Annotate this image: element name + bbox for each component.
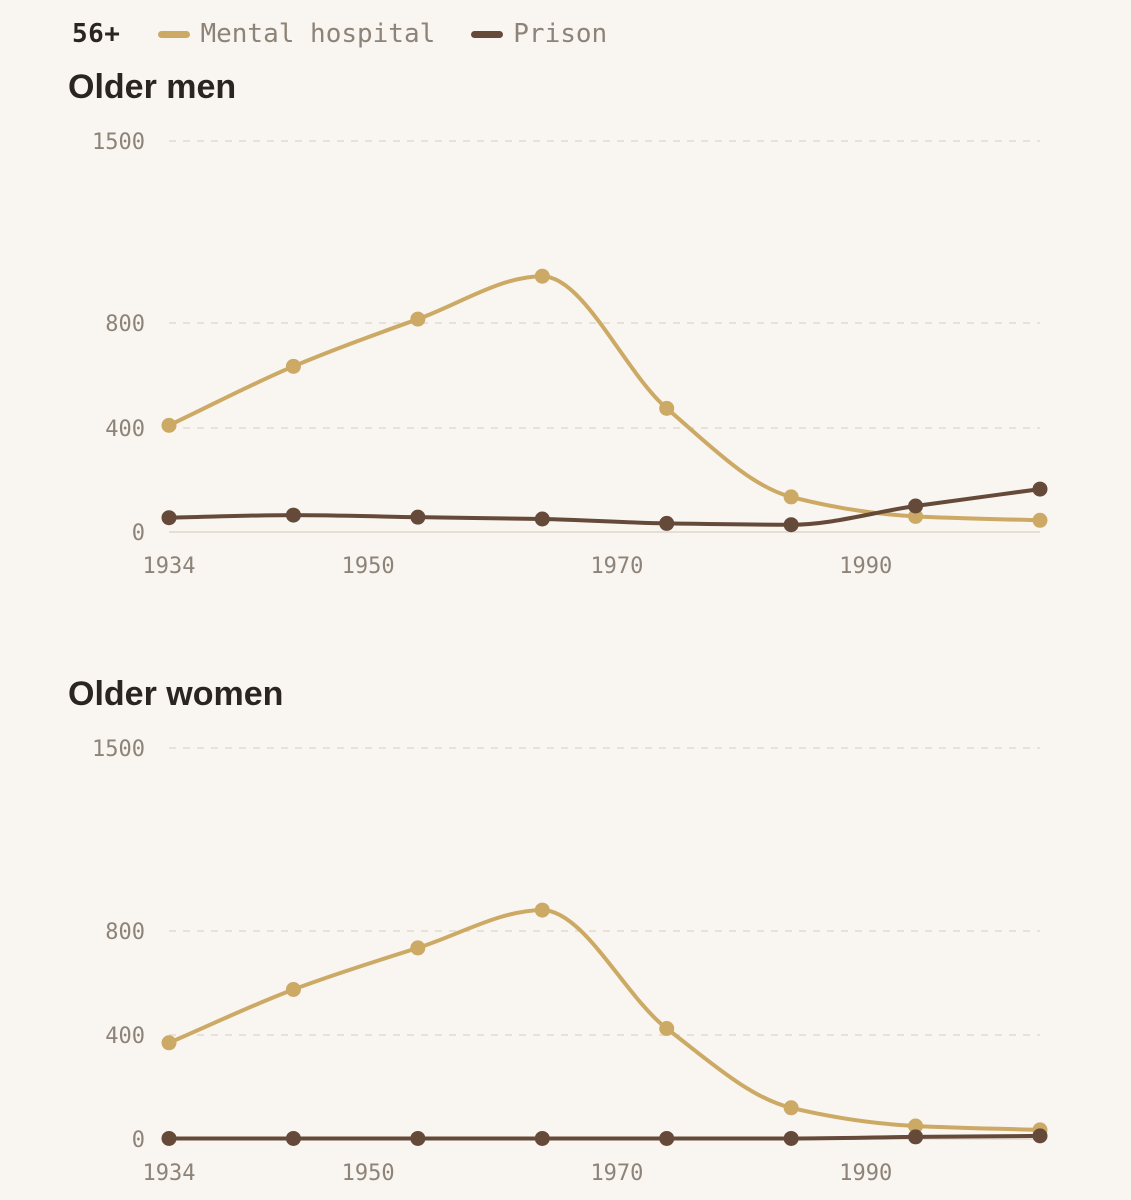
data-point-prison-1974	[659, 1130, 675, 1146]
data-point-mental-hospital-1954	[410, 940, 426, 956]
legend-item-mental-hospital[interactable]: Mental hospital	[158, 19, 435, 49]
data-point-mental-hospital-1984	[783, 489, 799, 505]
y-tick-label-1500: 1500	[92, 130, 145, 155]
legend-item-prison[interactable]: Prison	[471, 19, 607, 49]
x-tick-label-1950: 1950	[342, 554, 395, 579]
y-tick-label-400: 400	[105, 1024, 145, 1049]
data-point-prison-1964	[534, 1130, 550, 1146]
x-tick-label-1990: 1990	[839, 1161, 892, 1186]
y-tick-label-0: 0	[132, 521, 145, 546]
data-point-prison-1934	[161, 510, 177, 526]
y-tick-label-400: 400	[105, 417, 145, 442]
x-tick-label-1950: 1950	[342, 1161, 395, 1186]
legend-label-prison: Prison	[513, 19, 608, 49]
legend-label-mental-hospital: Mental hospital	[200, 19, 436, 49]
legend-swatch-prison	[471, 30, 504, 38]
data-point-prison-1944	[285, 1130, 301, 1146]
data-point-mental-hospital-1964	[534, 268, 550, 284]
series-line-mental-hospital	[167, 274, 1042, 523]
y-tick-label-0: 0	[132, 1128, 145, 1153]
y-tick-label-800: 800	[105, 312, 145, 337]
series-line-prison	[167, 487, 1042, 527]
data-point-mental-hospital-1934	[161, 1035, 177, 1051]
data-point-prison-1954	[410, 509, 426, 525]
data-point-mental-hospital-1944	[285, 358, 301, 374]
data-point-mental-hospital-1974	[659, 400, 675, 416]
data-point-prison-1954	[410, 1130, 426, 1146]
data-point-mental-hospital-1964	[534, 902, 550, 918]
x-tick-label-1934: 1934	[143, 1161, 196, 1186]
legend: 56+ Mental hospital Prison	[72, 14, 643, 54]
legend-swatch-mental-hospital	[158, 30, 191, 38]
data-point-prison-2004	[1032, 1128, 1048, 1144]
legend-age-group: 56+	[72, 19, 121, 49]
data-point-mental-hospital-1984	[783, 1100, 799, 1116]
x-tick-label-1934: 1934	[143, 554, 196, 579]
data-point-mental-hospital-1954	[410, 311, 426, 327]
y-tick-label-1500: 1500	[92, 737, 145, 762]
data-point-prison-1944	[285, 507, 301, 523]
x-tick-label-1970: 1970	[590, 1161, 643, 1186]
data-point-mental-hospital-1994	[908, 508, 924, 524]
data-point-prison-1984	[783, 517, 799, 533]
data-point-mental-hospital-1944	[285, 982, 301, 997]
data-point-prison-1994	[908, 498, 924, 514]
data-point-prison-1934	[161, 1130, 177, 1146]
chart-title-older-men: Older men	[68, 68, 237, 106]
data-point-prison-1964	[534, 511, 550, 527]
data-point-prison-1994	[908, 1129, 924, 1145]
data-point-mental-hospital-1994	[908, 1118, 924, 1134]
series-line-prison	[167, 1133, 1042, 1141]
data-point-mental-hospital-2004	[1032, 512, 1048, 528]
data-point-mental-hospital-1934	[161, 417, 177, 433]
y-tick-label-800: 800	[105, 920, 145, 945]
chart-title-older-women: Older women	[68, 675, 284, 713]
data-point-mental-hospital-1974	[659, 1021, 675, 1036]
data-point-prison-1974	[659, 515, 675, 531]
x-tick-label-1990: 1990	[839, 554, 892, 579]
data-point-prison-2004	[1032, 481, 1048, 497]
series-line-mental-hospital	[167, 908, 1042, 1132]
line-chart-older-men: 0 400 800 1500 1934 1950 1970 1990	[92, 130, 1048, 579]
x-tick-label-1970: 1970	[590, 554, 643, 579]
data-point-prison-1984	[783, 1130, 799, 1146]
